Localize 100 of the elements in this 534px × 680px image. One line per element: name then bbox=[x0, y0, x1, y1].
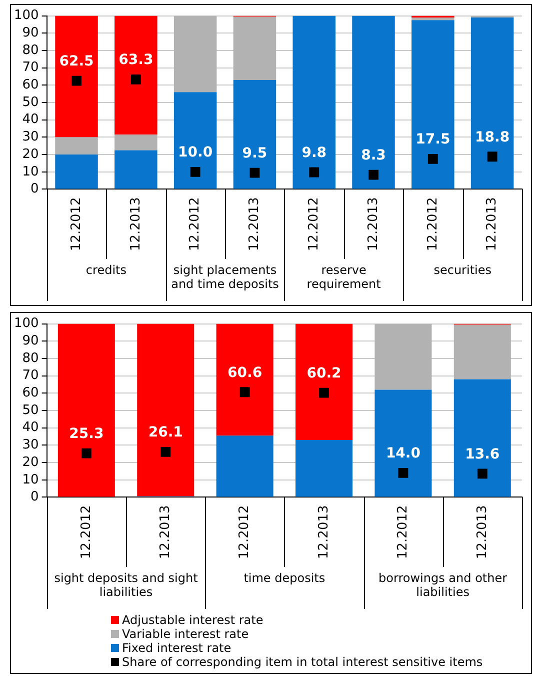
x-tick-label: 12.2013 bbox=[366, 197, 381, 252]
x-tick-label: 12.2013 bbox=[316, 505, 332, 560]
y-tick-label: 20 bbox=[22, 454, 39, 470]
bar bbox=[233, 80, 276, 189]
text: sight deposits and sight liabilities bbox=[54, 571, 198, 600]
y-tick-label: 40 bbox=[22, 420, 39, 436]
x-tick-label: 12.2012 bbox=[68, 197, 84, 252]
y-tick-label: 100 bbox=[14, 8, 39, 24]
bar bbox=[55, 137, 98, 155]
bar bbox=[114, 16, 158, 135]
y-tick-label: 80 bbox=[22, 350, 39, 366]
point bbox=[72, 76, 82, 86]
data-label: 62.5 bbox=[59, 53, 94, 70]
bar bbox=[295, 440, 353, 497]
y-tick-label: 90 bbox=[22, 26, 39, 41]
bar bbox=[58, 324, 115, 497]
y-tick-label: 10 bbox=[22, 472, 39, 488]
point bbox=[160, 447, 171, 457]
data-label: 13.6 bbox=[465, 446, 500, 462]
data-label: 25.3 bbox=[69, 426, 104, 442]
y-tick-label: 80 bbox=[22, 42, 39, 58]
point bbox=[130, 74, 141, 84]
bar bbox=[295, 324, 353, 440]
bar bbox=[216, 436, 274, 497]
bar bbox=[352, 16, 395, 189]
text: sight placements and time deposits bbox=[171, 263, 279, 292]
point bbox=[487, 152, 498, 162]
bar bbox=[55, 16, 98, 138]
data-label: 17.5 bbox=[416, 132, 450, 148]
x-tick-label: 12.2012 bbox=[396, 505, 411, 560]
y-tick-label: 70 bbox=[22, 368, 39, 384]
y-tick-label: 40 bbox=[22, 112, 39, 128]
data-label: 63.3 bbox=[118, 52, 154, 68]
legend-label: Adjustable interest rate bbox=[122, 613, 264, 627]
point bbox=[81, 448, 92, 458]
point bbox=[368, 170, 378, 180]
x-tick-label: 12.2012 bbox=[237, 505, 252, 560]
y-tick-label: 0 bbox=[30, 182, 39, 197]
x-tick-label: 12.2012 bbox=[425, 197, 440, 252]
y-tick-label: 30 bbox=[22, 438, 39, 453]
y-tick-label: 60 bbox=[22, 386, 39, 401]
point bbox=[190, 166, 200, 177]
bar bbox=[292, 16, 336, 189]
y-tick-label: 0 bbox=[30, 490, 39, 505]
text: credits bbox=[86, 263, 126, 278]
point bbox=[477, 468, 488, 479]
bar bbox=[137, 324, 194, 496]
legend-label: Share of corresponding item in total interest sensitive items bbox=[122, 655, 483, 669]
y-tick-label: 90 bbox=[22, 334, 39, 349]
x-tick-label: 12.2013 bbox=[474, 505, 490, 560]
bar bbox=[412, 20, 454, 189]
y-tick-label: 50 bbox=[22, 94, 39, 110]
text: time deposits bbox=[244, 571, 326, 586]
bar bbox=[55, 154, 98, 189]
bar bbox=[374, 324, 432, 390]
bar bbox=[216, 324, 274, 436]
y-tick-label: 60 bbox=[22, 78, 39, 93]
point bbox=[319, 388, 329, 398]
data-label: 10.0 bbox=[178, 144, 213, 161]
bar bbox=[114, 150, 158, 189]
data-label: 18.8 bbox=[475, 129, 510, 146]
text: reserve requirement bbox=[306, 263, 382, 292]
point bbox=[309, 167, 320, 178]
y-tick-label: 50 bbox=[22, 402, 39, 418]
data-label: 14.0 bbox=[386, 446, 421, 462]
y-tick-label: 70 bbox=[22, 60, 39, 76]
bar bbox=[454, 379, 511, 497]
y-tick-label: 20 bbox=[22, 146, 39, 162]
bar bbox=[174, 16, 217, 92]
bar bbox=[412, 18, 454, 20]
data-label: 26.1 bbox=[148, 424, 183, 441]
x-tick-label: 12.2012 bbox=[78, 505, 94, 560]
y-tick-label: 10 bbox=[22, 164, 39, 180]
data-label: 9.8 bbox=[302, 144, 327, 161]
data-label: 60.6 bbox=[228, 364, 262, 381]
y-tick-label: 30 bbox=[22, 130, 39, 145]
x-tick-label: 12.2013 bbox=[247, 197, 262, 252]
bar bbox=[470, 18, 514, 189]
x-tick-label: 12.2012 bbox=[188, 197, 203, 252]
legend-label: Variable interest rate bbox=[122, 627, 249, 641]
data-label: 8.3 bbox=[361, 147, 386, 164]
x-tick-label: 12.2013 bbox=[128, 197, 144, 252]
bar bbox=[174, 92, 217, 189]
text: securities bbox=[434, 263, 492, 278]
point bbox=[250, 168, 260, 178]
point bbox=[428, 154, 438, 164]
data-label: 60.2 bbox=[306, 365, 342, 382]
x-tick-label: 12.2013 bbox=[484, 197, 500, 252]
text: borrowings and other liabilities bbox=[378, 571, 508, 600]
point bbox=[240, 387, 250, 398]
point bbox=[398, 468, 408, 478]
y-tick-label: 100 bbox=[14, 316, 39, 332]
bar bbox=[454, 324, 511, 380]
data-label: 9.5 bbox=[242, 145, 268, 162]
bar bbox=[114, 134, 158, 150]
x-tick-label: 12.2012 bbox=[306, 197, 322, 252]
bar bbox=[233, 16, 276, 80]
bar bbox=[374, 390, 432, 497]
x-tick-label: 12.2013 bbox=[158, 505, 173, 560]
legend-label: Fixed interest rate bbox=[122, 641, 232, 655]
